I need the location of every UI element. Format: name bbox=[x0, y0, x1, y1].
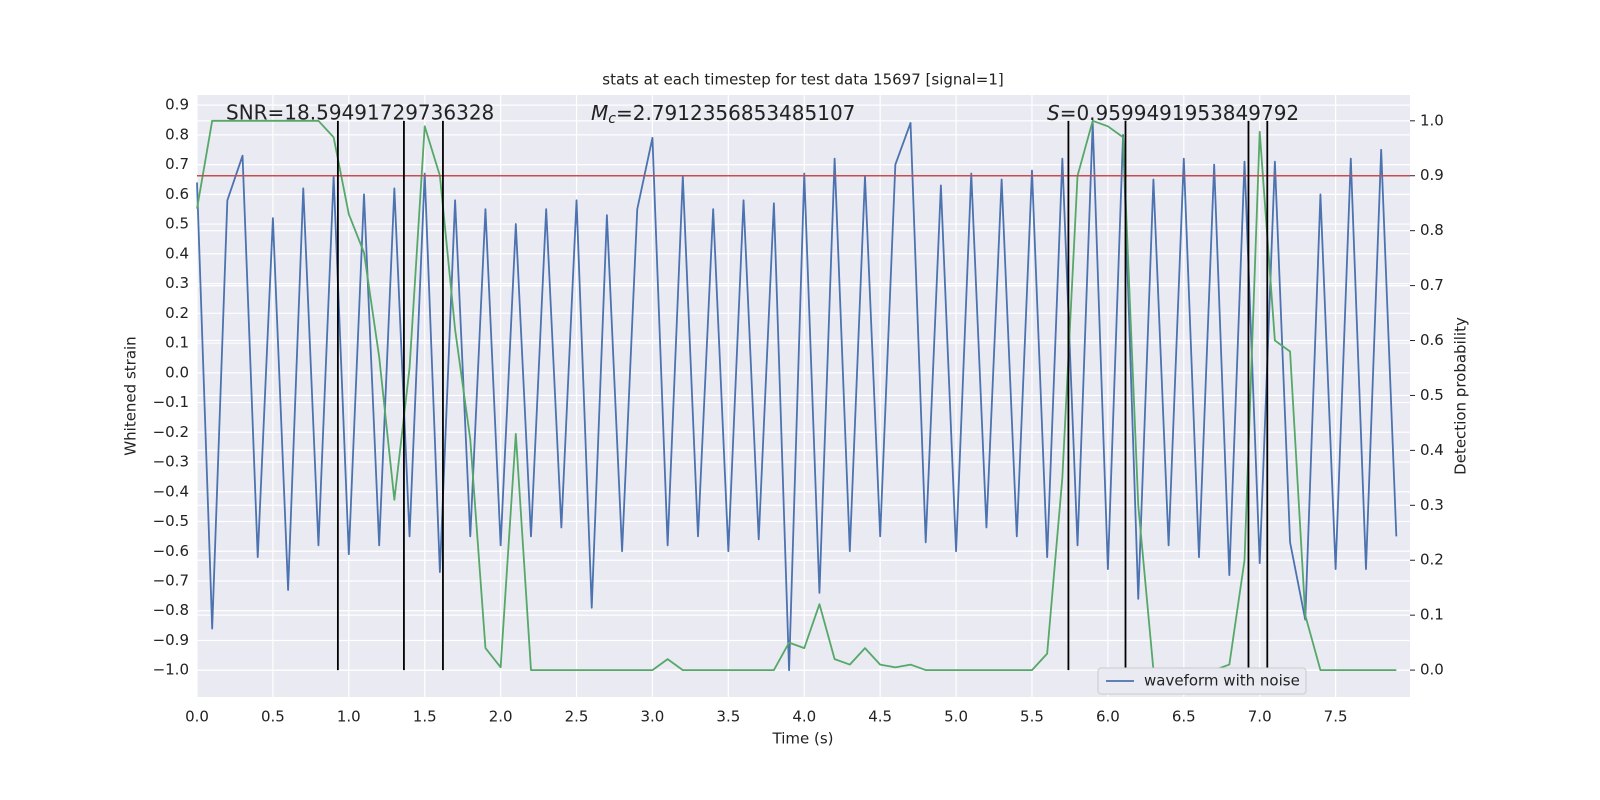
y-tick-label: 0.0 bbox=[165, 363, 189, 381]
y2-tick-label: 0.4 bbox=[1420, 441, 1444, 459]
y-tick-label: 0.6 bbox=[165, 185, 189, 203]
y-tick-label: 0.2 bbox=[165, 304, 189, 322]
y2-tick-label: 0.6 bbox=[1420, 331, 1444, 349]
annotation: S=0.9599491953849792 bbox=[1047, 101, 1299, 125]
y2-tick-label: 0.8 bbox=[1420, 221, 1444, 239]
annotation-value: =0.9599491953849792 bbox=[1060, 101, 1299, 125]
annotation-value: =2.7912356853485107 bbox=[616, 101, 855, 125]
x-tick-label: 5.5 bbox=[1020, 708, 1044, 726]
y2-tick-label: 0.9 bbox=[1420, 166, 1444, 184]
y-tick-label: −0.4 bbox=[153, 482, 189, 500]
x-tick-label: 4.0 bbox=[792, 708, 816, 726]
y2-tick-label: 0.7 bbox=[1420, 276, 1444, 294]
x-tick-label: 7.5 bbox=[1324, 708, 1348, 726]
y-tick-label: 0.7 bbox=[165, 155, 189, 173]
y-tick-label: −0.9 bbox=[153, 631, 189, 649]
y-tick-label: 0.8 bbox=[165, 125, 189, 143]
annotation-symbol: S bbox=[1047, 101, 1060, 125]
x-tick-label: 6.5 bbox=[1172, 708, 1196, 726]
x-tick-label: 1.5 bbox=[413, 708, 437, 726]
y2-tick-label: 0.1 bbox=[1420, 606, 1444, 624]
x-tick-label: 6.0 bbox=[1096, 708, 1120, 726]
x-tick-label: 3.5 bbox=[716, 708, 740, 726]
x-tick-label: 1.0 bbox=[337, 708, 361, 726]
y-tick-label: −0.8 bbox=[153, 601, 189, 619]
y-tick-label: 0.1 bbox=[165, 334, 189, 352]
y-axis-label: Whitened strain bbox=[122, 336, 140, 455]
y-tick-label: −0.2 bbox=[153, 423, 189, 441]
data-line bbox=[196, 122, 1398, 672]
annotation: Mc=2.7912356853485107 bbox=[591, 101, 855, 128]
x-tick-label: 4.5 bbox=[868, 708, 892, 726]
y-tick-label: 0.5 bbox=[165, 215, 189, 233]
y2-tick-label: 0.0 bbox=[1420, 661, 1444, 679]
x-tick-label: 7.0 bbox=[1248, 708, 1272, 726]
y-tick-label: 0.3 bbox=[165, 274, 189, 292]
y2-tick-label: 0.5 bbox=[1420, 386, 1444, 404]
y-tick-label: 0.4 bbox=[165, 244, 189, 262]
y2-tick-label: 0.3 bbox=[1420, 496, 1444, 514]
y2-tick-label: 0.2 bbox=[1420, 551, 1444, 569]
legend-label: waveform with noise bbox=[1144, 672, 1300, 690]
y-tick-label: −0.5 bbox=[153, 512, 189, 530]
x-tick-label: 0.0 bbox=[185, 708, 209, 726]
x-tick-label: 5.0 bbox=[944, 708, 968, 726]
annotation-symbol: M bbox=[591, 101, 608, 125]
x-axis-label: Time (s) bbox=[772, 730, 834, 748]
legend bbox=[1097, 667, 1307, 695]
x-tick-label: 2.5 bbox=[565, 708, 589, 726]
x-tick-label: 2.0 bbox=[489, 708, 513, 726]
annotation: SNR=18.59491729736328 bbox=[226, 101, 494, 125]
y-tick-label: −0.7 bbox=[153, 572, 189, 590]
y2-tick-label: 1.0 bbox=[1420, 111, 1444, 129]
y-tick-label: −0.6 bbox=[153, 542, 189, 560]
annotation-subscript: c bbox=[608, 111, 616, 127]
chart-title: stats at each timestep for test data 156… bbox=[602, 71, 1003, 89]
y2-axis-label: Detection probability bbox=[1452, 317, 1470, 475]
y-tick-label: −0.1 bbox=[153, 393, 189, 411]
y-tick-label: −0.3 bbox=[153, 453, 189, 471]
x-tick-label: 0.5 bbox=[261, 708, 285, 726]
x-tick-label: 3.0 bbox=[641, 708, 665, 726]
y-tick-label: −1.0 bbox=[153, 661, 189, 679]
y-tick-label: 0.9 bbox=[165, 96, 189, 114]
